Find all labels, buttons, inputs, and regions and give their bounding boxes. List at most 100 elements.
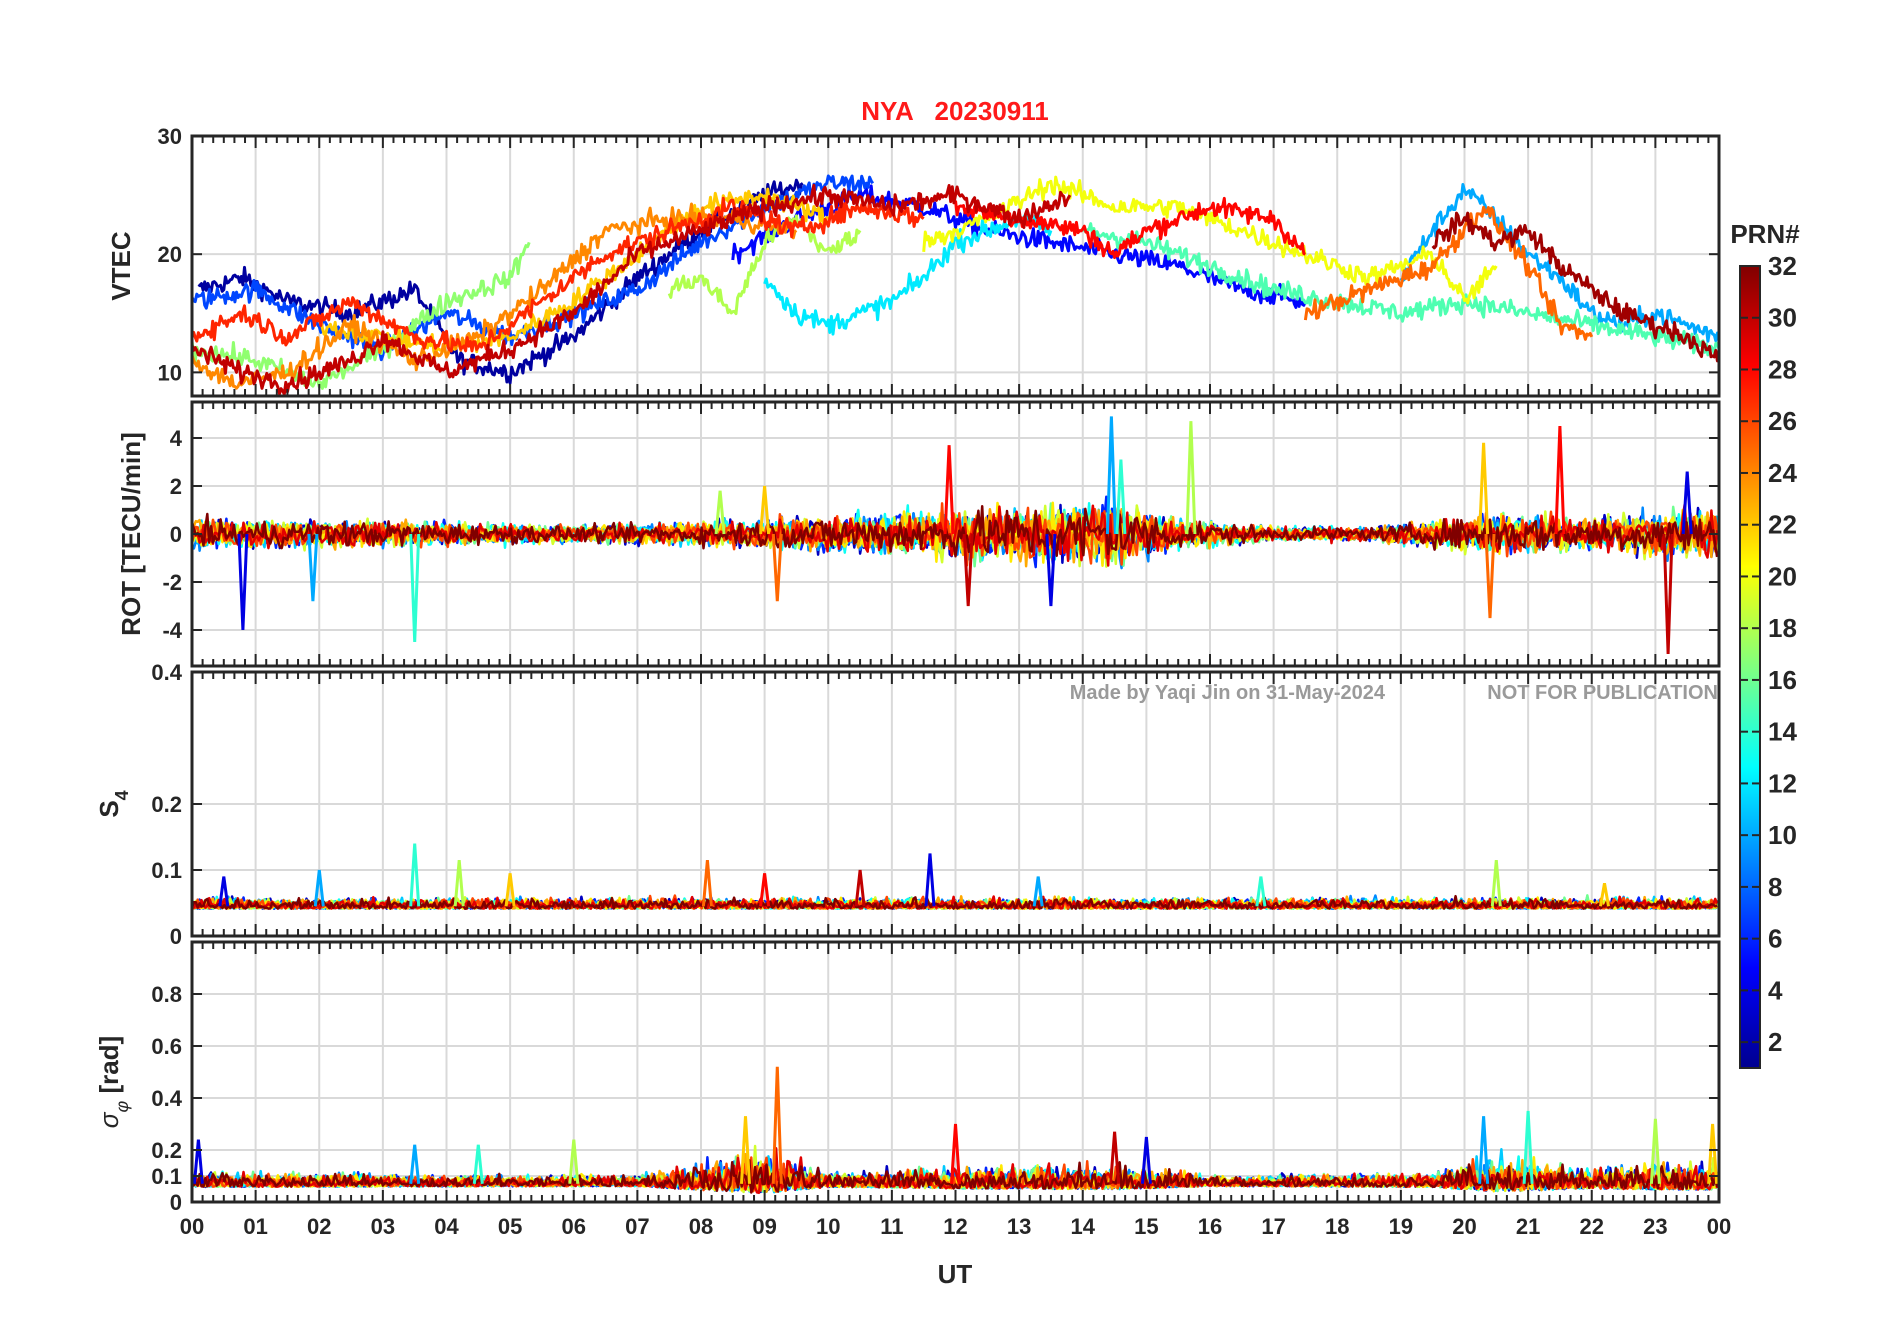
x-tick-label: 00 bbox=[1707, 1214, 1731, 1239]
y-tick-label-s4: 0.2 bbox=[151, 792, 182, 817]
series-prn-20 bbox=[922, 175, 1498, 305]
rot-spike bbox=[714, 490, 726, 535]
sigma-spike bbox=[1478, 1116, 1490, 1184]
x-tick-label: 05 bbox=[498, 1214, 522, 1239]
s4-spike bbox=[701, 859, 713, 907]
sigma-spike bbox=[472, 1144, 484, 1184]
sigma-spike bbox=[409, 1144, 421, 1184]
y-tick-label-sigma: 0.8 bbox=[151, 982, 182, 1007]
rot-spike bbox=[943, 445, 955, 535]
chart-title: NYA 20230911 bbox=[861, 96, 1048, 126]
x-tick-label: 02 bbox=[307, 1214, 331, 1239]
x-tick-label: 16 bbox=[1198, 1214, 1222, 1239]
rot-spike bbox=[771, 533, 783, 602]
y-tick-label-sigma: 0.4 bbox=[151, 1086, 182, 1111]
y-axis-label-s4: S4 bbox=[94, 790, 132, 817]
colorbar-tick-label: 32 bbox=[1768, 251, 1797, 281]
colorbar-tick-label: 22 bbox=[1768, 510, 1797, 540]
x-tick-label: 19 bbox=[1389, 1214, 1413, 1239]
s4-spike bbox=[1599, 882, 1610, 907]
y-tick-label-sigma: 0.2 bbox=[151, 1138, 182, 1163]
sigma-spike bbox=[1707, 1123, 1719, 1184]
y-axis-label-rot: ROT [TECU/min] bbox=[116, 432, 146, 636]
x-tick-label: 21 bbox=[1516, 1214, 1540, 1239]
s4-spike bbox=[1032, 876, 1044, 907]
colorbar-tick-label: 8 bbox=[1768, 872, 1782, 902]
colorbar-tick-label: 4 bbox=[1768, 975, 1783, 1005]
x-tick-label: 06 bbox=[562, 1214, 586, 1239]
x-tick-label: 08 bbox=[689, 1214, 713, 1239]
series-prn-2 bbox=[197, 178, 804, 385]
sigma-spike bbox=[950, 1123, 961, 1184]
s4-spike bbox=[1255, 876, 1267, 907]
s4-spike bbox=[759, 873, 771, 907]
s4-spike bbox=[218, 876, 230, 907]
x-tick-label: 04 bbox=[434, 1214, 459, 1239]
rot-spike bbox=[237, 533, 249, 631]
y-tick-label-rot: -4 bbox=[162, 618, 182, 643]
x-tick-label: 00 bbox=[180, 1214, 204, 1239]
s4-spike bbox=[313, 869, 325, 907]
s4-series-prn-32 bbox=[192, 894, 1718, 910]
rot-series-prn-32 bbox=[192, 505, 1719, 558]
s4-spike bbox=[924, 853, 936, 907]
rot-data bbox=[192, 416, 1719, 655]
series-prn-15 bbox=[1082, 222, 1719, 357]
colorbar-tick-label: 20 bbox=[1768, 561, 1797, 591]
colorbar-tick-label: 14 bbox=[1768, 717, 1797, 747]
x-tick-label: 23 bbox=[1643, 1214, 1667, 1239]
rot-spike bbox=[1185, 421, 1197, 535]
y-tick-label-rot: 0 bbox=[170, 522, 182, 547]
y-tick-label-rot: 2 bbox=[170, 474, 182, 499]
rot-spike bbox=[1681, 471, 1693, 535]
series-prn-28 bbox=[954, 196, 1307, 260]
s4-spike bbox=[854, 869, 866, 907]
x-tick-label: 01 bbox=[243, 1214, 267, 1239]
series-prn-31 bbox=[1431, 211, 1719, 363]
x-tick-label: 17 bbox=[1261, 1214, 1285, 1239]
rot-spike bbox=[962, 533, 974, 607]
colorbar-tick-label: 10 bbox=[1768, 820, 1797, 850]
x-tick-label: 03 bbox=[371, 1214, 395, 1239]
colorbar-gradient bbox=[1739, 265, 1761, 1069]
rot-spike bbox=[307, 533, 319, 602]
x-tick-label: 12 bbox=[943, 1214, 967, 1239]
sigma-data bbox=[192, 1066, 1719, 1195]
s4-spike bbox=[504, 873, 516, 907]
x-tick-label: 14 bbox=[1071, 1214, 1096, 1239]
x-axis-label: UT bbox=[938, 1259, 973, 1289]
rot-spike bbox=[1662, 533, 1674, 655]
s4-spike bbox=[409, 843, 421, 907]
watermark-left: Made by Yaqi Jin on 31-May-2024 bbox=[1070, 682, 1386, 704]
y-axis-label-vtec: VTEC bbox=[106, 231, 136, 301]
series-prn-18 bbox=[667, 214, 862, 316]
rot-spike bbox=[759, 485, 771, 535]
x-tick-label: 18 bbox=[1325, 1214, 1349, 1239]
rot-spike bbox=[1105, 416, 1117, 535]
x-tick-label: 09 bbox=[752, 1214, 776, 1239]
y-axis-label-sigma: σφ [rad] bbox=[94, 1036, 132, 1128]
x-tick-label: 07 bbox=[625, 1214, 649, 1239]
vtec-data bbox=[192, 174, 1719, 396]
x-tick-label: 10 bbox=[816, 1214, 840, 1239]
sigma-spike bbox=[1522, 1110, 1534, 1184]
sigma-spike bbox=[740, 1116, 751, 1184]
panel-s4: 0 0.1 0.2 0.4 S4 bbox=[94, 660, 1721, 949]
y-tick-label-s4: 0.1 bbox=[151, 858, 182, 883]
rot-series-prn-29 bbox=[192, 503, 1719, 567]
y-tick-label-rot: -2 bbox=[162, 570, 182, 595]
sigma-spike bbox=[1109, 1131, 1121, 1184]
x-tick-label: 15 bbox=[1134, 1214, 1158, 1239]
colorbar-tick-label: 24 bbox=[1768, 458, 1797, 488]
x-tick-label: 20 bbox=[1452, 1214, 1476, 1239]
rot-spike bbox=[1115, 459, 1127, 535]
y-tick-label-s4: 0.4 bbox=[151, 660, 182, 685]
colorbar-tick-label: 12 bbox=[1768, 768, 1797, 798]
x-tick-label: 11 bbox=[880, 1214, 903, 1239]
s4-spike bbox=[453, 859, 465, 907]
y-tick-label-sigma: 0 bbox=[170, 1190, 182, 1215]
colorbar-tick-label: 30 bbox=[1768, 303, 1797, 333]
x-tick-label: 13 bbox=[1007, 1214, 1031, 1239]
